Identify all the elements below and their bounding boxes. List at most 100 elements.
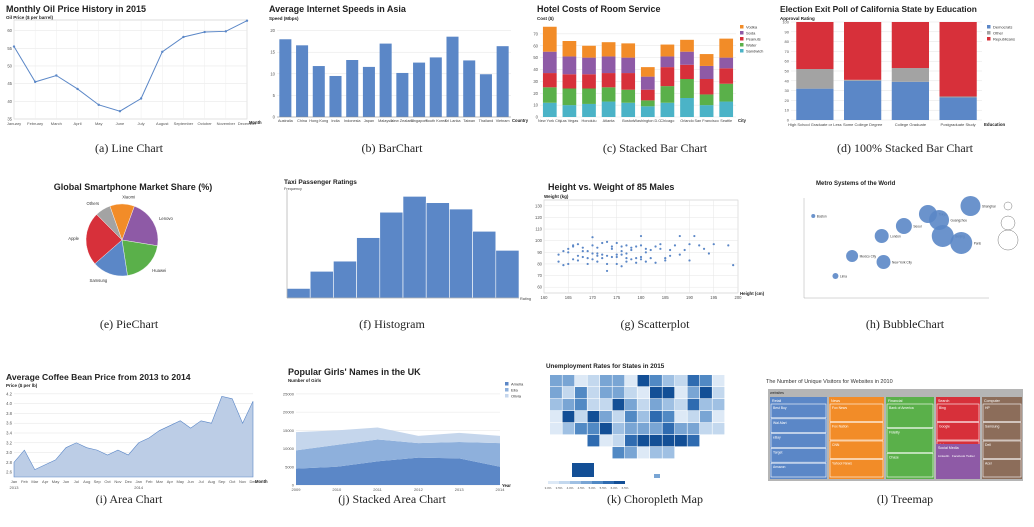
treemap-cell [982,422,1022,441]
bar [312,66,325,117]
data-point [702,247,706,250]
x-tick-label: Apr [167,479,174,484]
x-tick-label: Oct [104,479,111,484]
state-region [712,375,725,387]
chart-title: Taxi Passenger Ratings [284,179,357,186]
stacked-segment [601,56,616,74]
treemap-cell-label: eBay [773,436,781,440]
legend-label: Republicans [993,37,1015,42]
treemap-group [886,397,934,479]
slice-label: Apple [68,236,79,241]
state-region [550,375,562,387]
panel-area-chart: Average Coffee Bean Price from 2013 to 2… [0,351,268,527]
bar [379,43,392,117]
state-region [562,411,575,423]
plot-frame [13,19,248,120]
data-point [625,257,628,260]
data-point [572,258,575,261]
state-region [637,423,650,435]
data-point [615,255,618,259]
treemap-cell-label: Facebook [952,454,966,458]
y-tick-label: 0 [292,483,295,488]
x-tick-label: 185 [662,295,670,300]
y-tick-label: 15 [270,50,275,55]
y-axis-label: Weight (kg) [544,194,569,199]
caption-pie-chart: (e) PieChart [99,317,159,331]
state-region [600,375,612,387]
stacked-segment [699,94,714,106]
stacked-segment [621,102,636,117]
y-tick-label: 20 [785,98,790,103]
state-region [575,387,587,399]
y-axis-label: Speed (Mbps) [269,16,299,21]
state-region [550,399,562,411]
y-tick-label: 50 [785,69,790,74]
chart-title: Height vs. Weight of 85 Males [548,182,674,192]
state-region [675,387,687,399]
state-region [587,423,600,435]
legend-swatch [740,49,744,53]
stacked-segment [640,100,655,107]
treemap-cell-label: Target [773,450,782,454]
data-point [630,248,633,252]
data-point [576,243,580,246]
data-point [596,260,599,263]
x-tick-label: August [156,121,169,126]
data-point [630,246,633,249]
x-tick-label: San Francisco [694,119,718,123]
legend-label: 3.5% [556,486,563,490]
x-tick-label: 2010 [332,487,342,492]
x-tick-label: Las Vegas [561,119,579,123]
stacked-segment [542,73,557,88]
stacked-segment [939,97,977,120]
stacked-segment [680,51,694,65]
x-tick-label: Japan [364,119,374,123]
state-region [662,435,675,447]
data-point [615,241,618,245]
treemap-group [829,397,884,479]
data-point [620,250,623,253]
state-region [625,447,637,459]
stacked-area [296,439,500,469]
data-point [581,246,584,249]
x-tick-label: High School Graduate or Less [788,122,842,127]
pie-slice [121,239,158,276]
data-point [649,248,652,252]
data-point [644,260,647,263]
y-tick-label: 80 [785,39,790,44]
state-region [712,423,725,435]
data-point [586,250,589,253]
stacked-segment [680,64,694,79]
stacked-segment [660,86,675,103]
treemap-cell-label: Amazon [773,465,786,469]
stacked-segment [562,88,577,106]
x-tick-label: Aug [83,479,90,484]
y-tick-label: 55 [7,46,12,51]
bar [329,75,342,117]
chart-title: Monthly Oil Price History in 2015 [6,4,146,14]
y-tick-label: 3.8 [6,411,12,416]
stacked-segment [699,54,714,66]
data-point [732,264,735,267]
x-tick-label: Apr [42,479,49,484]
pie-slice [121,205,159,247]
y-tick-label: 4.2 [6,391,12,396]
legend-swatch [740,43,744,47]
state-region [572,463,594,477]
treemap-cell [829,403,884,422]
bubble-chart: Metro Systems of the World Boston Mexico C… [803,181,1019,299]
state-region [575,375,587,387]
data-point [678,234,681,238]
data-point [605,269,609,273]
y-tick-label: 70 [537,273,542,278]
legend-label: 4.5% [578,486,585,490]
legend-swatch [987,25,991,29]
state-region [687,387,700,399]
stacked-segment [680,39,694,52]
legend-swatch [740,37,744,41]
y-tick-label: 30 [785,88,790,93]
data-point [639,258,643,261]
stacked-segment [582,88,596,104]
state-region [550,411,562,423]
stacked-segment [582,103,596,117]
